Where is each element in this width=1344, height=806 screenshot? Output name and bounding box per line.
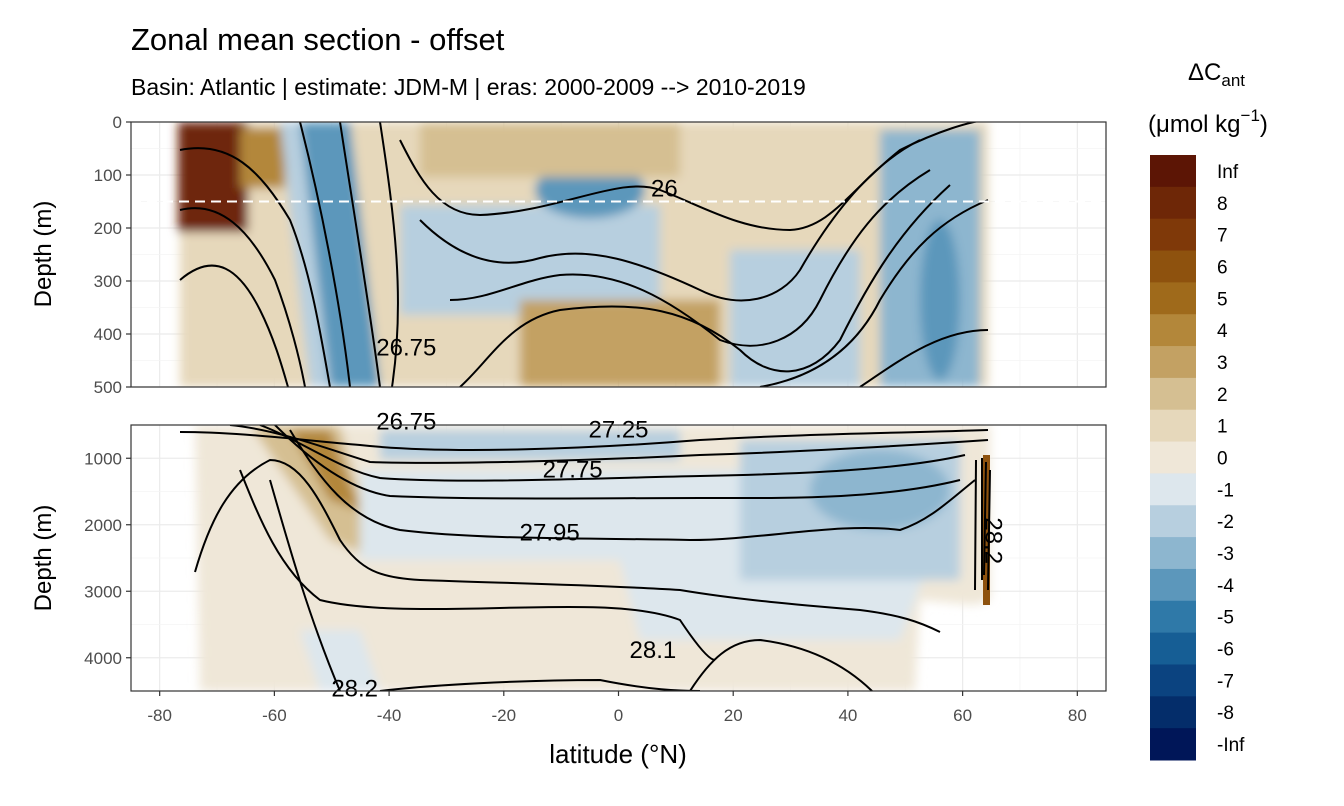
lower-bottom-low xyxy=(300,630,380,691)
legend-swatch xyxy=(1150,600,1196,634)
upper-north-low xyxy=(730,250,860,387)
legend-label: -1 xyxy=(1217,480,1234,501)
upper-southern-high-core xyxy=(178,122,248,232)
legend-swatch xyxy=(1150,314,1196,347)
upper-southern-mid xyxy=(240,128,285,188)
y-tick-label: 0 xyxy=(113,113,122,132)
x-axis-label: latitude (°N) xyxy=(549,739,687,769)
x-axis: -80 -60 -40 -20 0 20 40 60 80 xyxy=(147,691,1087,725)
y-tick-label: 400 xyxy=(94,325,122,344)
legend-swatch xyxy=(1150,346,1196,379)
x-tick-label: -20 xyxy=(492,706,517,725)
legend-swatch xyxy=(1150,155,1196,188)
legend-label: 7 xyxy=(1217,226,1228,247)
upper-panel-border xyxy=(130,121,1107,388)
legend-swatch xyxy=(1150,186,1196,220)
legend-label: 5 xyxy=(1217,289,1228,310)
upper-surface-high xyxy=(420,122,680,177)
legend-label: 3 xyxy=(1217,353,1228,374)
legend-label: -4 xyxy=(1217,576,1234,597)
x-tick-label: -80 xyxy=(147,706,172,725)
contour-label: 28.2 xyxy=(331,675,378,702)
y-tick-label: 2000 xyxy=(84,516,122,535)
x-tick-label: 40 xyxy=(838,706,857,725)
y-tick-label: 500 xyxy=(94,378,122,397)
legend-swatch xyxy=(1150,218,1196,252)
legend-swatch xyxy=(1150,377,1196,411)
y-tick-label: 300 xyxy=(94,272,122,291)
legend-swatch xyxy=(1150,409,1196,443)
contour-label: 27.95 xyxy=(520,520,580,547)
chart-title: Zonal mean section - offset xyxy=(131,22,505,57)
legend-label: -8 xyxy=(1217,703,1234,724)
legend-label: -7 xyxy=(1217,671,1234,692)
legend-label: 1 xyxy=(1217,417,1228,438)
lower-isopycnals xyxy=(179,425,991,691)
legend-label: Inf xyxy=(1217,162,1239,183)
legend: ΔCant (μmol kg−1) Inf 8 7 6 5 4 3 2 1 0 -1 -2 -3 -4 -5… xyxy=(1148,59,1268,761)
legend-label: 0 xyxy=(1217,449,1228,470)
lower-contour-labels: 26.75 27.25 27.75 27.95 28.1 28.2 28.2 xyxy=(331,409,1006,703)
legend-bins: Inf 8 7 6 5 4 3 2 1 0 -1 -2 -3 -4 -5 -6 -7 -8 -Inf xyxy=(1150,155,1245,761)
lower-field xyxy=(179,425,991,691)
y-tick-label: 200 xyxy=(94,219,122,238)
legend-label: 2 xyxy=(1217,385,1228,406)
contour-label: 28.2 xyxy=(980,517,1007,564)
upper-y-axis-label: Depth (m) xyxy=(30,201,57,308)
legend-swatch xyxy=(1150,632,1196,665)
upper-y-axis: 0 100 200 300 400 500 xyxy=(94,113,131,397)
legend-label: -3 xyxy=(1217,544,1234,565)
x-tick-label: -40 xyxy=(377,706,402,725)
legend-title: ΔCant xyxy=(1188,59,1245,90)
legend-swatch xyxy=(1150,568,1196,602)
legend-swatch xyxy=(1150,505,1196,538)
contour-label: 26.75 xyxy=(376,334,436,361)
contour-label: 28.1 xyxy=(630,637,677,664)
legend-swatch xyxy=(1150,282,1196,315)
contour-label: 26 xyxy=(651,175,678,202)
legend-label: -6 xyxy=(1217,640,1234,661)
lower-southern-high-core xyxy=(290,430,360,510)
lower-panel: 26.75 27.25 27.75 27.95 28.1 28.2 28.2 1000 200… xyxy=(84,409,1107,703)
lower-y-axis-label: Depth (m) xyxy=(30,505,57,612)
legend-label: 4 xyxy=(1217,321,1228,342)
contour-label: 27.25 xyxy=(588,417,648,444)
lower-y-axis: 1000 2000 3000 4000 xyxy=(84,449,131,668)
y-tick-label: 1000 xyxy=(84,449,122,468)
upper-contour-labels: 26 26.75 xyxy=(376,175,677,361)
legend-swatch xyxy=(1150,473,1196,506)
x-tick-label: 20 xyxy=(724,706,743,725)
legend-label: -2 xyxy=(1217,512,1234,533)
contour-label: 26.75 xyxy=(376,409,436,436)
legend-swatch xyxy=(1150,441,1196,474)
upper-field xyxy=(178,122,989,387)
contour-label: 27.75 xyxy=(543,457,603,484)
y-tick-label: 3000 xyxy=(84,582,122,601)
x-tick-label: 60 xyxy=(953,706,972,725)
legend-swatch xyxy=(1150,537,1196,570)
legend-swatch xyxy=(1150,728,1196,761)
y-tick-label: 4000 xyxy=(84,649,122,668)
x-tick-label: -60 xyxy=(262,706,287,725)
legend-swatch xyxy=(1150,664,1196,697)
legend-label: 8 xyxy=(1217,194,1228,215)
legend-label: -Inf xyxy=(1217,735,1245,756)
upper-isopycnals xyxy=(179,122,989,387)
legend-units: (μmol kg−1) xyxy=(1148,106,1268,138)
upper-southern-low-band xyxy=(300,122,380,387)
upper-panel: 26 26.75 0 100 200 300 400 500 xyxy=(94,113,1107,397)
legend-label: 6 xyxy=(1217,257,1228,278)
x-tick-label: 0 xyxy=(614,706,623,725)
x-tick-label: 80 xyxy=(1068,706,1087,725)
y-tick-label: 100 xyxy=(94,166,122,185)
legend-swatch xyxy=(1150,250,1196,283)
chart-subtitle: Basin: Atlantic | estimate: JDM-M | eras… xyxy=(131,74,806,100)
upper-subpolar-core xyxy=(920,220,960,380)
legend-swatch xyxy=(1150,696,1196,729)
legend-label: -5 xyxy=(1217,608,1234,629)
lower-edge-anomaly xyxy=(983,455,990,605)
